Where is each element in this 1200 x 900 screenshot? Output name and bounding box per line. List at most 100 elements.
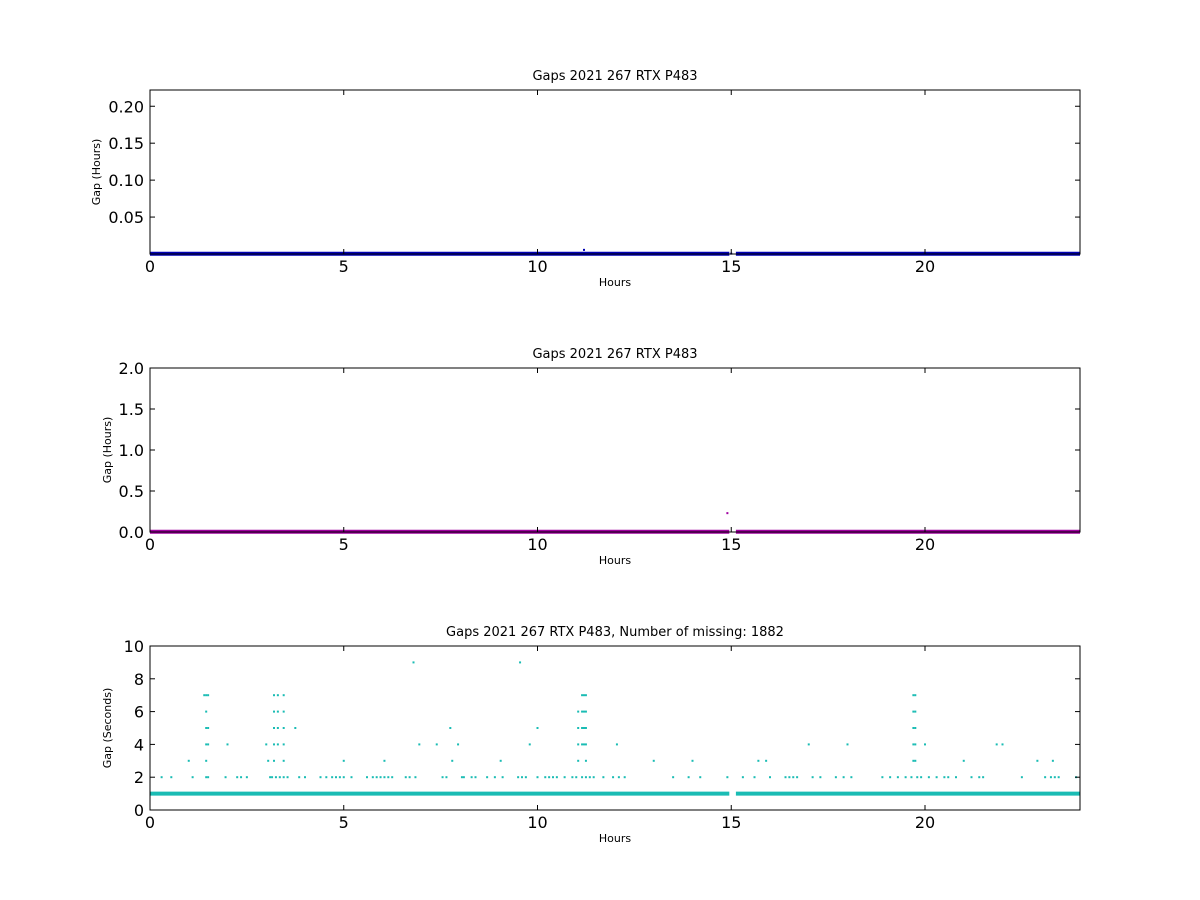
data-point [240, 776, 243, 779]
data-point [912, 727, 915, 729]
subplot-2: Gaps 2021 267 RTX P483 Hours Gap (Hours) 0 5… [101, 347, 1081, 567]
data-point [224, 776, 227, 779]
subplot-1: Gaps 2021 267 RTX P483 Hours Gap (Hours) 0 5… [90, 69, 1081, 289]
data-point [691, 759, 694, 762]
data-point [555, 776, 558, 779]
data-point [245, 776, 248, 779]
subplot-3: Gaps 2021 267 RTX P483, Number of missin… [101, 625, 1081, 845]
data-point [519, 661, 522, 664]
data-point [623, 776, 626, 779]
data-point [273, 759, 275, 762]
data-point [205, 694, 208, 697]
data-point [765, 759, 768, 762]
subplot-title: Gaps 2021 267 RTX P483 [532, 347, 697, 362]
data-point [414, 776, 417, 779]
data-point [342, 759, 345, 762]
y-tick-label: 4 [134, 735, 144, 754]
data-point [581, 694, 584, 697]
data-point [371, 776, 374, 779]
x-tick-label: 0 [145, 535, 155, 554]
plot-frame [149, 645, 1081, 811]
data-point [499, 759, 502, 762]
data-point [418, 743, 421, 746]
data-point [517, 776, 520, 779]
y-tick-label: 0.10 [108, 171, 144, 190]
data-point [581, 727, 584, 729]
data-point [563, 776, 566, 779]
data-point [602, 776, 605, 779]
data-point [342, 776, 345, 779]
data-point [265, 743, 268, 746]
y-tick-label: 1.5 [119, 400, 144, 419]
data-point [584, 743, 587, 746]
data-point [203, 694, 206, 697]
x-tick-label: 5 [339, 535, 349, 554]
data-point [955, 776, 957, 779]
data-point [236, 776, 239, 779]
y-tick-label: 8 [134, 670, 144, 689]
data-point [449, 727, 452, 729]
data-point [1020, 776, 1023, 779]
data-point [914, 694, 917, 697]
data-point [269, 776, 272, 779]
data-point [408, 776, 411, 779]
data-point [970, 776, 973, 779]
data-point [910, 776, 913, 779]
data-point [584, 694, 587, 697]
data-point [935, 776, 938, 779]
data-point [889, 776, 892, 779]
data-point [912, 759, 915, 762]
data-point [583, 248, 585, 251]
data-point [978, 776, 981, 779]
x-tick-label: 10 [527, 257, 547, 276]
data-point [1001, 743, 1004, 746]
data-point [575, 776, 578, 779]
data-point [205, 710, 208, 713]
data-point [819, 776, 822, 779]
data-point [881, 776, 884, 779]
y-tick-label: 2.0 [119, 359, 144, 378]
y-tick-label: 0.0 [119, 523, 144, 542]
data-point [687, 776, 690, 779]
data-point [914, 710, 917, 713]
data-point [588, 776, 591, 779]
x-axis-label: Hours [599, 554, 631, 567]
data-point [583, 743, 585, 746]
data-point [170, 776, 173, 779]
data-point [271, 776, 274, 779]
data-point [366, 776, 368, 779]
y-axis-label: Gap (Hours) [90, 139, 103, 206]
data-point [699, 776, 702, 779]
data-point [1044, 776, 1047, 779]
data-point [282, 743, 285, 746]
data-point [282, 776, 285, 779]
data-point [276, 694, 279, 697]
data-point [896, 776, 899, 779]
data-point [612, 776, 615, 779]
data-point [325, 776, 328, 779]
x-tick-label: 20 [915, 813, 935, 832]
data-point [276, 743, 279, 746]
data-point [544, 776, 547, 779]
subplot-title: Gaps 2021 267 RTX P483, Number of missin… [446, 625, 784, 640]
data-point [615, 743, 618, 746]
data-point [273, 727, 275, 729]
x-axis-label: Hours [599, 276, 631, 289]
data-point [581, 743, 584, 746]
x-tick-label: 10 [527, 813, 547, 832]
data-point [286, 776, 289, 779]
data-point [552, 776, 554, 779]
x-axis-label: Hours [599, 832, 631, 845]
y-tick-label: 0 [134, 801, 144, 820]
data-point [583, 694, 585, 697]
data-point [1036, 759, 1039, 762]
data-point [338, 776, 341, 779]
data-point [335, 776, 337, 779]
data-point [548, 776, 551, 779]
data-point [391, 776, 394, 779]
data-point [205, 759, 208, 762]
data-point [160, 776, 163, 779]
y-tick-label: 6 [134, 703, 144, 722]
data-point [278, 776, 281, 779]
x-tick-label: 20 [915, 257, 935, 276]
